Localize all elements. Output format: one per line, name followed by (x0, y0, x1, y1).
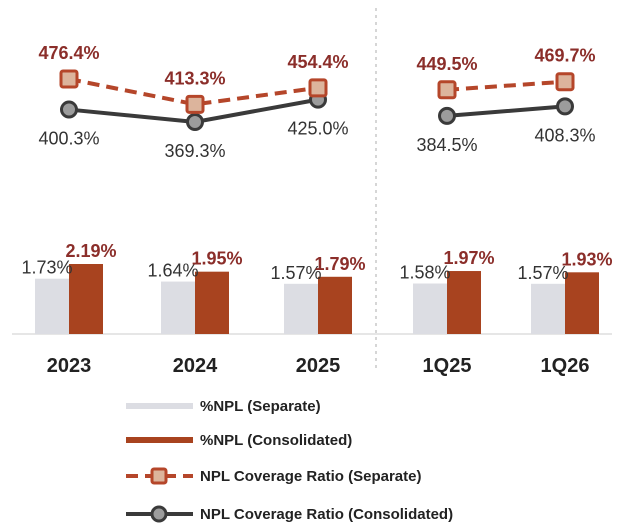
coverage-consolidated-label: 369.3% (164, 141, 225, 161)
coverage-consolidated-label: 384.5% (416, 135, 477, 155)
bar-npl-separate (284, 283, 318, 334)
npl-consolidated-label: 1.95% (191, 249, 242, 269)
coverage-separate-line (68, 77, 319, 107)
bar-npl-consolidated (195, 271, 229, 334)
npl-separate-label: 1.57% (517, 263, 568, 283)
category-label: 1Q26 (541, 355, 590, 377)
coverage-consolidated-marker (60, 100, 78, 119)
legend-swatch-npl-consolidated (126, 437, 193, 443)
category-label: 2024 (173, 355, 218, 377)
npl-consolidated-label: 1.97% (443, 248, 494, 268)
coverage-consolidated-marker (556, 97, 574, 116)
bar-npl-separate (413, 283, 447, 334)
coverage-separate-marker (185, 94, 205, 114)
coverage-separate-marker (437, 80, 457, 100)
coverage-separate-label: 476.4% (38, 43, 99, 63)
category-label: 1Q25 (423, 355, 472, 377)
npl-consolidated-label: 2.19% (65, 241, 116, 261)
bar-npl-separate (161, 281, 195, 334)
coverage-separate-label: 454.4% (287, 52, 348, 72)
bar-npl-consolidated (318, 276, 352, 334)
coverage-separate-label: 469.7% (534, 46, 595, 66)
legend-label: NPL Coverage Ratio (Consolidated) (200, 506, 453, 523)
coverage-consolidated-label: 425.0% (287, 119, 348, 139)
category-label: 2025 (296, 355, 341, 377)
npl-consolidated-label: 1.79% (314, 254, 365, 274)
coverage-separate-line (446, 79, 566, 92)
bar-npl-separate (35, 278, 69, 334)
legend-label: %NPL (Consolidated) (200, 432, 352, 449)
npl-separate-label: 1.64% (147, 261, 198, 281)
legend-swatch-npl-separate (126, 403, 193, 409)
coverage-separate-marker (59, 69, 79, 89)
legend-label: %NPL (Separate) (200, 398, 321, 415)
coverage-consolidated-label: 400.3% (38, 129, 99, 149)
coverage-separate-marker (308, 78, 328, 98)
bar-npl-consolidated (447, 271, 481, 334)
npl-consolidated-label: 1.93% (561, 249, 612, 269)
coverage-consolidated-marker (438, 106, 456, 125)
bar-npl-consolidated (565, 272, 599, 334)
coverage-consolidated-marker (186, 113, 204, 131)
bar-npl-separate (531, 283, 565, 334)
coverage-consolidated-label: 408.3% (534, 125, 595, 145)
legend-marker-coverage-consolidated (150, 505, 168, 523)
npl-separate-label: 1.58% (399, 262, 450, 282)
legend-label: NPL Coverage Ratio (Separate) (200, 468, 421, 485)
npl-separate-label: 1.57% (270, 263, 321, 283)
coverage-separate-marker (555, 72, 575, 92)
coverage-consolidated-line (445, 104, 567, 118)
category-label: 2023 (47, 355, 92, 377)
coverage-separate-label: 449.5% (416, 54, 477, 74)
bar-npl-consolidated (69, 264, 103, 334)
coverage-separate-label: 413.3% (164, 68, 225, 88)
legend-marker-coverage-separate (150, 467, 168, 485)
npl-separate-label: 1.73% (21, 258, 72, 278)
